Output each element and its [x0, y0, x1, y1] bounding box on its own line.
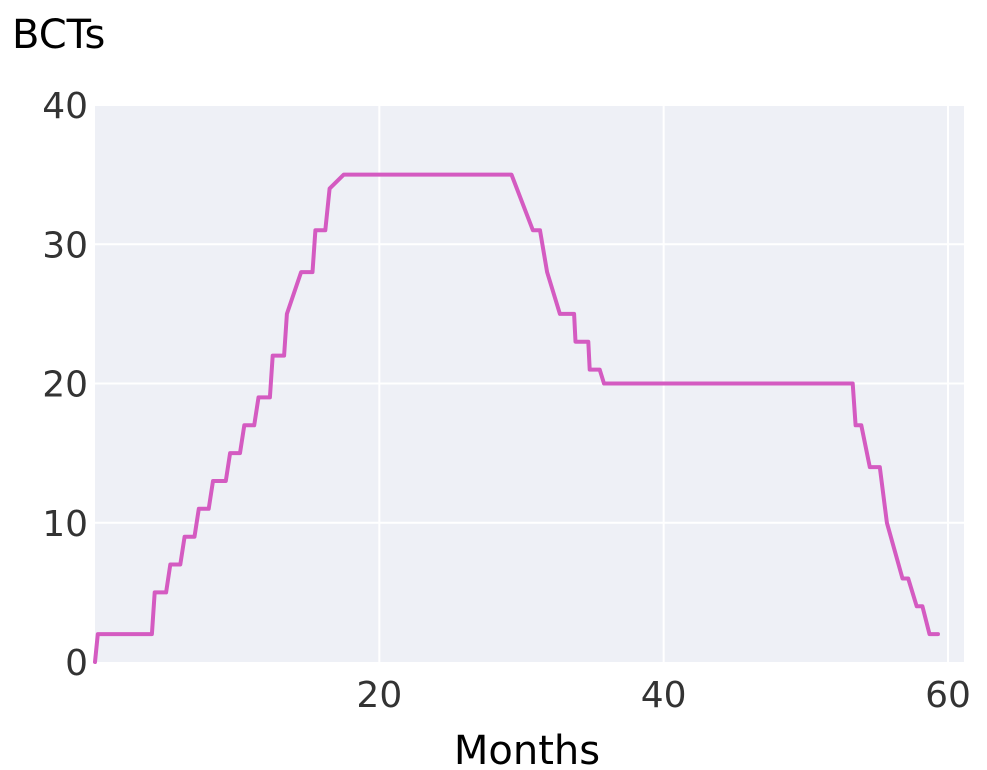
x-axis-label: Months — [454, 728, 600, 770]
x-tick-label: 20 — [356, 675, 402, 716]
x-axis-ticks: 20 40 60 — [356, 675, 970, 716]
x-tick-label: 60 — [925, 675, 971, 716]
y-tick-label: 20 — [42, 365, 88, 406]
y-tick-label: 10 — [42, 504, 88, 545]
y-axis-label: BCTs — [12, 12, 105, 58]
series-line — [93, 172, 940, 664]
y-tick-label: 0 — [65, 643, 88, 684]
series-layer — [93, 172, 940, 664]
y-axis-ticks: 0 10 20 30 40 — [42, 86, 88, 684]
y-tick-label: 30 — [42, 225, 88, 266]
y-tick-label: 40 — [42, 86, 88, 127]
x-tick-label: 40 — [641, 675, 687, 716]
